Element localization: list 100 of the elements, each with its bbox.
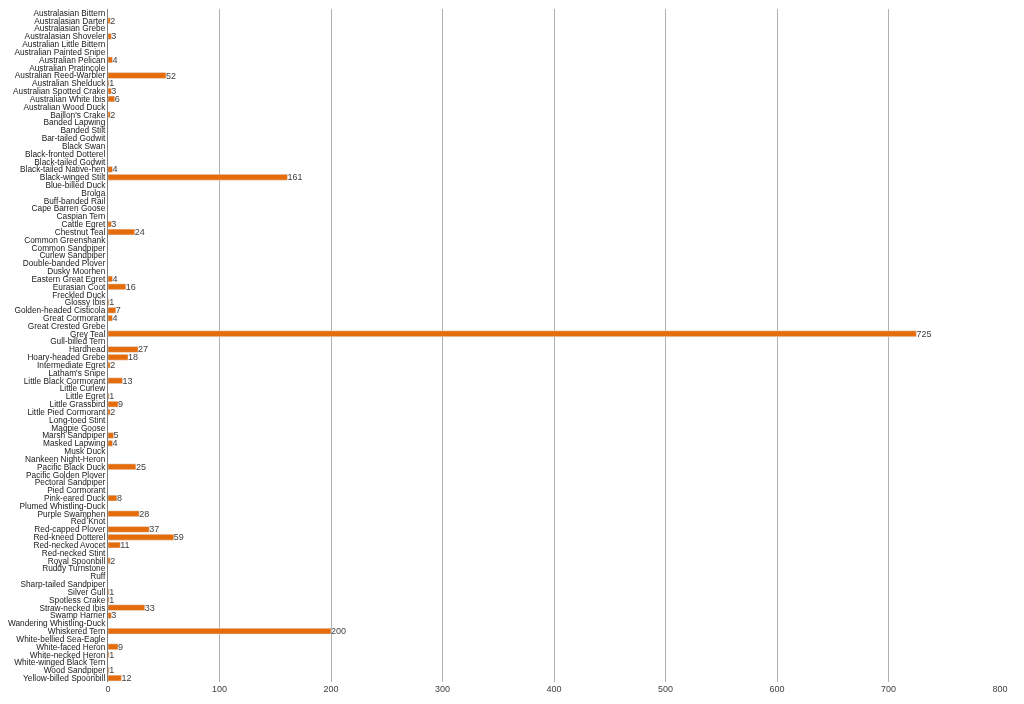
data-label: 4 [112,313,118,324]
y-tick-label: Red-necked Avocet [33,539,107,550]
y-tick-label: Masked Lapwing [43,438,106,449]
data-label: 5 [113,430,119,441]
y-tick-label: Black Swan [61,140,106,151]
y-tick-label: Spotless Crake [49,594,106,605]
y-tick-label: Baillon's Crake [50,109,106,120]
y-tick-label: Long-toed Stint [49,414,107,425]
y-tick-label: Little Curlew [59,383,107,394]
x-tick-label: 600 [769,684,785,694]
y-tick-label: Black-fronted Dotterel [25,148,106,159]
y-tick-label: Cape Barren Goose [31,203,106,214]
y-tick-label: Pacific Golden Plover [26,469,106,480]
data-label: 4 [112,54,118,65]
x-tick-label: 700 [880,684,897,694]
data-label: 2 [110,360,116,371]
y-tick-label: Australasian Darter [34,15,106,26]
data-label: 1 [109,297,115,308]
data-label: 27 [138,344,149,355]
data-label: 9 [118,399,124,410]
data-label: 4 [112,273,118,284]
y-tick-label: Australian Reed-Warbler [14,70,106,81]
y-tick-label: Grey Teal [69,328,106,339]
y-tick-label: Australasian Grebe [34,23,106,34]
bar [108,111,111,118]
data-label: 6 [114,94,120,104]
y-tick-label: Black-tailed Native-hen [20,164,106,175]
y-tick-label: Australian Pratincole [29,62,106,73]
x-tick-label: 500 [657,684,674,694]
y-tick-label: Nankeen Night-Heron [25,453,106,464]
data-label: 161 [287,172,303,183]
y-tick-label: Little Pied Cormorant [27,406,107,417]
data-label: 18 [128,352,139,363]
data-label: 59 [173,532,184,543]
bar [108,33,112,40]
data-label: 3 [111,31,117,42]
y-tick-label: White-necked Heron [29,649,106,660]
data-label: 1 [109,78,115,89]
bar [108,510,140,517]
data-label: 2 [110,109,116,120]
y-tick-label: Whiskered Tern [47,626,106,637]
data-label: 28 [139,508,150,519]
y-tick-label: Caspian Tern [56,211,106,222]
data-label: 16 [125,281,136,292]
y-tick-label: Hardhead [68,344,106,355]
y-tick-label: Australian Wood Duck [23,101,107,112]
y-tick-label: Yellow-billed Spoonbill [23,673,106,683]
data-label: 3 [111,219,117,230]
data-label: 2 [110,555,116,566]
x-tick-label: 200 [323,684,339,694]
data-label: 2 [110,15,116,26]
data-label: 4 [112,438,118,449]
y-tick-label: Hoary-headed Grebe [27,352,106,363]
data-label: 52 [165,70,176,81]
bar [108,56,113,64]
data-label: 3 [111,610,117,621]
y-tick-label: Ruff [90,571,107,582]
data-label: 2 [110,407,116,418]
data-label: 1 [109,649,115,660]
y-tick-label: Banded Lapwing [43,117,106,128]
bar [108,17,111,24]
data-label: 3 [111,86,117,97]
data-label: 37 [149,524,160,535]
bar [108,330,917,337]
data-label: 11 [120,540,130,551]
x-tick-label: 100 [211,684,228,694]
data-label: 9 [118,641,124,652]
data-label: 24 [134,227,145,238]
y-tick-label: Brolga [81,187,106,198]
x-tick-label: 0 [105,684,111,694]
bar [108,463,137,470]
x-tick-label: 400 [546,684,562,694]
y-tick-label: Red-necked Stint [41,547,107,558]
y-tick-label: Australasian Bittern [33,7,106,18]
data-label: 4 [112,164,118,175]
data-label: 33 [144,602,155,613]
y-tick-label: Freckled Duck [52,289,107,300]
data-label: 12 [121,673,132,684]
bar [108,627,332,635]
data-label: 1 [109,665,115,676]
data-label: 725 [916,328,932,339]
bar [108,377,123,384]
data-label: 13 [122,375,133,386]
data-label: 25 [135,461,146,472]
y-tick-label: Sharp-tailed Sandpiper [20,579,106,590]
data-label: 7 [115,305,121,316]
bar [108,494,118,502]
y-tick-label: Australasian Shoveler [24,31,106,42]
data-label: 8 [116,493,122,504]
bar [108,557,111,564]
y-tick-label: Double-banded Plover [22,258,106,269]
y-tick-label: Royal Spoonbill [47,555,106,566]
y-tick-label: Golden-headed Cisticola [14,305,106,316]
y-tick-label: Common Greenshank [24,234,107,245]
data-label: 1 [109,391,115,402]
y-tick-label: Wandering Whistling-Duck [7,618,107,629]
x-tick-label: 300 [434,684,451,694]
x-tick-label: 800 [992,684,1008,694]
data-label: 200 [331,626,347,637]
y-tick-label: Little Egret [65,391,107,402]
